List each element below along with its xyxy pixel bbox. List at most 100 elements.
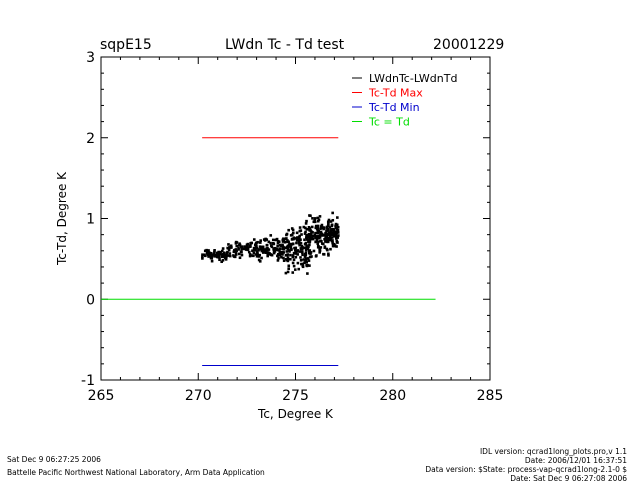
data-point — [229, 244, 233, 248]
data-point — [324, 235, 327, 239]
site-label: sqpE15 — [100, 37, 152, 53]
data-point — [296, 253, 299, 256]
data-point — [271, 238, 275, 242]
data-point — [265, 243, 269, 247]
data-point — [215, 251, 219, 255]
data-point — [293, 268, 297, 271]
data-point — [276, 244, 279, 248]
data-point — [248, 254, 252, 258]
data-point — [314, 231, 317, 235]
data-point — [209, 251, 213, 255]
data-point — [326, 240, 330, 244]
data-point — [286, 259, 290, 263]
data-point — [201, 257, 204, 260]
x-tick-label: 285 — [477, 388, 504, 404]
data-point — [315, 239, 319, 243]
data-point — [267, 248, 271, 251]
data-point — [287, 243, 291, 247]
data-point — [311, 237, 315, 241]
data-point — [261, 245, 265, 249]
data-point — [261, 251, 265, 254]
data-point — [288, 244, 291, 248]
data-point — [334, 237, 338, 240]
data-point — [218, 256, 221, 259]
data-point — [305, 244, 308, 247]
data-point — [201, 255, 204, 258]
data-point — [316, 242, 320, 246]
data-point — [298, 234, 301, 238]
data-point — [289, 234, 293, 237]
data-point — [271, 242, 275, 245]
data-point — [292, 237, 295, 240]
data-point — [330, 224, 334, 228]
data-point — [275, 247, 279, 251]
legend-label: Tc-Td Min — [368, 101, 420, 114]
data-point — [335, 227, 339, 231]
data-point — [298, 229, 302, 233]
data-point — [303, 261, 306, 264]
x-tick-label: 275 — [282, 388, 309, 404]
data-point — [250, 254, 254, 257]
data-point — [222, 251, 226, 255]
data-point — [255, 250, 259, 253]
data-point — [294, 237, 298, 240]
data-point — [305, 238, 309, 241]
footer-version-line: Data version: $State: process-vap-qcrad1… — [425, 465, 627, 474]
data-point — [210, 259, 214, 263]
data-point — [330, 236, 334, 239]
data-point — [240, 253, 244, 257]
data-point — [281, 253, 284, 256]
data-point — [307, 227, 311, 231]
data-point — [317, 245, 320, 248]
data-point — [314, 235, 318, 238]
data-point — [296, 250, 299, 253]
data-point — [205, 248, 208, 252]
data-point — [276, 241, 280, 245]
data-point — [217, 250, 220, 254]
data-point — [331, 211, 334, 215]
data-point — [292, 258, 296, 262]
data-point — [287, 264, 291, 268]
data-point — [285, 245, 289, 249]
data-point — [286, 247, 290, 251]
data-point — [307, 251, 311, 255]
data-point — [312, 249, 316, 253]
data-point — [304, 222, 308, 225]
data-point — [294, 252, 298, 255]
data-point — [276, 239, 280, 243]
footer-version-info: IDL version: qcrad1long_plots.pro,v 1.1 … — [425, 447, 627, 483]
data-point — [284, 254, 288, 257]
data-point — [306, 272, 309, 275]
data-point — [329, 231, 332, 235]
data-point — [284, 246, 288, 250]
data-point — [334, 231, 338, 235]
data-point — [307, 259, 311, 262]
data-point — [300, 244, 304, 248]
data-point — [313, 233, 316, 237]
data-point — [325, 233, 329, 237]
data-point — [328, 226, 332, 229]
data-point — [326, 228, 329, 231]
data-point — [248, 252, 252, 256]
data-point — [221, 259, 225, 262]
data-point — [300, 250, 304, 254]
data-point — [297, 267, 301, 271]
data-point — [203, 249, 207, 253]
y-axis-label: Tc-Td, Degree K — [55, 171, 69, 266]
data-point — [320, 234, 324, 237]
data-point — [335, 223, 339, 227]
data-point — [334, 224, 337, 228]
data-point — [322, 227, 326, 230]
data-point — [310, 237, 313, 241]
data-point — [325, 238, 329, 242]
data-point — [254, 241, 258, 245]
data-point — [229, 246, 233, 249]
data-point — [316, 216, 320, 220]
data-point — [320, 232, 324, 236]
data-point — [293, 246, 296, 250]
data-point — [330, 233, 334, 237]
data-point — [305, 264, 309, 268]
data-point — [269, 234, 273, 237]
data-point — [326, 224, 330, 228]
data-point — [282, 237, 285, 241]
